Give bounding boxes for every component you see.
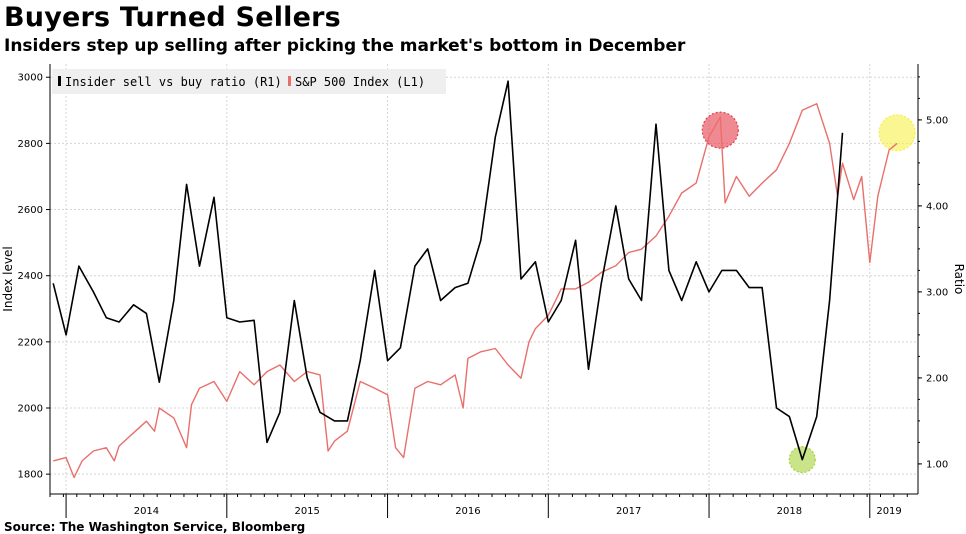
legend-label: Insider sell vs buy ratio (R1) (65, 75, 282, 89)
left-tick-label: 2400 (18, 271, 43, 282)
x-tick-label: 2018 (777, 506, 802, 517)
left-tick-label: 2000 (18, 404, 43, 415)
chart-series (53, 81, 897, 477)
y-axis-label-left: Index level (1, 246, 15, 311)
chart-axes: 1800 2000 2200 2400 2600 2800 3000 1.00 2.00 3.00… (1, 64, 966, 518)
chart-legend: Insider sell vs buy ratio (R1) S&P 500 In… (52, 69, 446, 94)
sp500-line (53, 104, 897, 478)
x-tick-label: 2016 (455, 506, 480, 517)
highlight-markers (702, 112, 915, 472)
legend-swatch (288, 76, 291, 86)
legend-swatch (58, 76, 61, 86)
highlight-circle (879, 115, 915, 151)
right-tick-label: 2.00 (926, 373, 948, 384)
right-tick-label: 5.00 (926, 115, 948, 126)
right-tick-label: 4.00 (926, 201, 948, 212)
x-tick-label: 2015 (294, 506, 319, 517)
left-tick-label: 1800 (18, 470, 43, 481)
legend-label: S&P 500 Index (L1) (295, 75, 425, 89)
left-tick-label: 2800 (18, 139, 43, 150)
left-tick-label: 3000 (18, 73, 43, 84)
y-axis-label-right: Ratio (952, 264, 966, 295)
right-tick-label: 3.00 (926, 287, 948, 298)
x-tick-label: 2014 (134, 506, 159, 517)
x-tick-label: 2017 (616, 506, 641, 517)
chart-grid (50, 64, 918, 494)
left-tick-label: 2200 (18, 337, 43, 348)
right-tick-label: 1.00 (926, 459, 948, 470)
x-tick-label: 2019 (876, 506, 901, 517)
left-tick-label: 2600 (18, 205, 43, 216)
